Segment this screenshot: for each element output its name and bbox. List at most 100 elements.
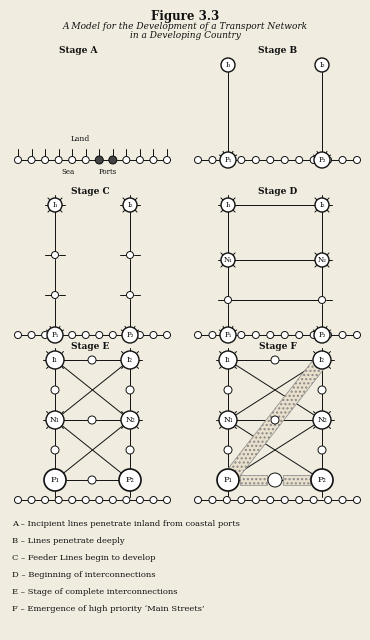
Text: I₁: I₁ [225,356,231,364]
Circle shape [48,198,62,212]
Circle shape [296,332,303,339]
Circle shape [126,386,134,394]
Circle shape [221,198,235,212]
Text: P₂: P₂ [318,331,326,339]
Circle shape [219,411,237,429]
Circle shape [14,497,21,504]
Circle shape [82,332,89,339]
Circle shape [55,332,62,339]
Circle shape [96,157,103,163]
Circle shape [209,332,216,339]
Circle shape [313,351,331,369]
Text: D – Beginning of interconnections: D – Beginning of interconnections [12,571,155,579]
Circle shape [217,469,239,491]
Text: B – Lines penetrate deeply: B – Lines penetrate deeply [12,537,125,545]
Circle shape [123,198,137,212]
Circle shape [164,157,171,163]
Circle shape [324,497,332,504]
Text: Figure 3.3: Figure 3.3 [151,10,219,23]
Circle shape [28,157,35,163]
Circle shape [310,332,317,339]
Circle shape [296,497,303,504]
Text: Ports: Ports [99,168,117,176]
Circle shape [267,157,274,163]
Circle shape [267,332,274,339]
Circle shape [150,497,157,504]
Circle shape [271,356,279,364]
Circle shape [41,157,48,163]
Text: F – Emergence of high priority ‘Main Streets’: F – Emergence of high priority ‘Main Str… [12,605,205,613]
Circle shape [14,332,21,339]
Circle shape [195,157,202,163]
Text: N₁: N₁ [223,256,232,264]
Text: I₂: I₂ [319,356,325,364]
Text: P₁: P₁ [224,156,232,164]
Circle shape [353,157,360,163]
Circle shape [121,411,139,429]
Circle shape [44,469,66,491]
Text: P₁: P₁ [51,331,59,339]
Circle shape [195,332,202,339]
Circle shape [96,332,103,339]
Text: I₁: I₁ [52,201,58,209]
Circle shape [220,327,236,343]
Circle shape [123,157,130,163]
Circle shape [296,157,303,163]
Circle shape [46,411,64,429]
Circle shape [82,497,89,504]
Text: I₁: I₁ [225,61,231,69]
Circle shape [339,157,346,163]
Circle shape [51,386,59,394]
Circle shape [127,291,134,298]
Circle shape [123,332,130,339]
Circle shape [311,469,333,491]
Circle shape [137,157,144,163]
Circle shape [47,327,63,343]
Text: P₂: P₂ [126,331,134,339]
Circle shape [119,469,141,491]
Text: Stage A: Stage A [59,46,97,55]
Circle shape [69,332,76,339]
Circle shape [109,157,116,163]
Text: Land: Land [70,135,90,143]
Circle shape [315,58,329,72]
Circle shape [238,332,245,339]
Circle shape [281,497,288,504]
Circle shape [164,332,171,339]
Circle shape [223,497,231,504]
Circle shape [268,473,282,487]
Circle shape [318,446,326,454]
Text: Stage E: Stage E [71,342,109,351]
Circle shape [51,252,58,259]
Circle shape [41,332,48,339]
Circle shape [55,497,62,504]
Circle shape [281,332,288,339]
Text: I₂: I₂ [319,61,325,69]
Text: Stage B: Stage B [258,46,297,55]
Text: Stage F: Stage F [259,342,297,351]
Circle shape [238,157,245,163]
Text: I₁: I₁ [52,356,58,364]
Circle shape [121,351,139,369]
Circle shape [225,296,232,303]
Circle shape [126,446,134,454]
Circle shape [353,332,360,339]
Text: N₂: N₂ [317,256,326,264]
Text: E – Stage of complete interconnections: E – Stage of complete interconnections [12,588,178,596]
Polygon shape [283,475,310,485]
Circle shape [267,497,274,504]
Circle shape [150,157,157,163]
Circle shape [14,157,21,163]
Circle shape [82,157,89,163]
Circle shape [137,497,144,504]
Circle shape [109,156,117,164]
Circle shape [314,152,330,168]
Text: I₂: I₂ [127,201,133,209]
Text: P₂: P₂ [125,476,134,484]
Circle shape [315,253,329,267]
Circle shape [310,157,317,163]
Text: I₁: I₁ [225,201,231,209]
Circle shape [51,446,59,454]
Circle shape [209,497,216,504]
Circle shape [221,58,235,72]
